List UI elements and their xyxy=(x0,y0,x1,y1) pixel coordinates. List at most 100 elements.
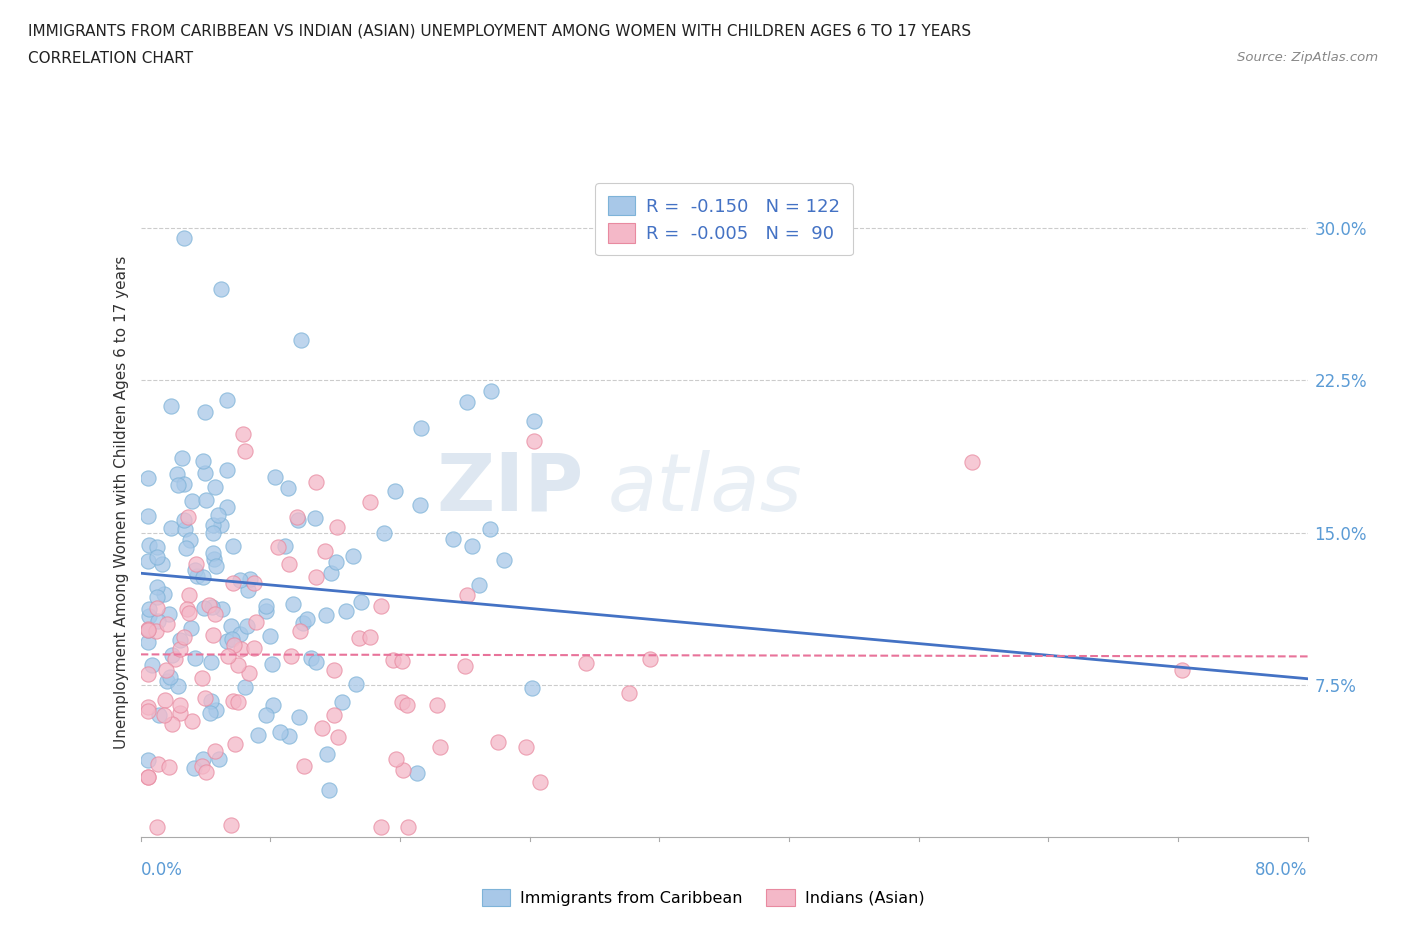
Point xyxy=(523,434,546,449)
Point xyxy=(247,728,270,743)
Point xyxy=(201,627,224,642)
Point xyxy=(285,510,308,525)
Point xyxy=(155,662,177,677)
Point xyxy=(136,634,159,649)
Point xyxy=(254,604,277,618)
Text: CORRELATION CHART: CORRELATION CHART xyxy=(28,51,193,66)
Point xyxy=(287,512,309,527)
Point xyxy=(173,522,195,537)
Point xyxy=(384,484,406,498)
Point xyxy=(305,570,328,585)
Point xyxy=(326,519,349,534)
Point xyxy=(146,539,169,554)
Point xyxy=(395,698,418,712)
Point xyxy=(200,693,222,708)
Point xyxy=(617,685,640,700)
Text: 0.0%: 0.0% xyxy=(141,860,183,879)
Point xyxy=(529,774,551,789)
Point xyxy=(136,509,159,524)
Point xyxy=(193,601,215,616)
Point xyxy=(322,708,344,723)
Point xyxy=(173,630,195,644)
Point xyxy=(146,590,169,604)
Y-axis label: Unemployment Among Women with Children Ages 6 to 17 years: Unemployment Among Women with Children A… xyxy=(114,256,129,749)
Point xyxy=(136,622,159,637)
Point xyxy=(468,578,491,592)
Point xyxy=(486,734,509,749)
Point xyxy=(145,550,167,565)
Point xyxy=(315,747,337,762)
Point xyxy=(183,651,205,666)
Text: IMMIGRANTS FROM CARIBBEAN VS INDIAN (ASIAN) UNEMPLOYMENT AMONG WOMEN WITH CHILDR: IMMIGRANTS FROM CARIBBEAN VS INDIAN (ASI… xyxy=(28,23,972,38)
Point xyxy=(138,602,160,617)
Point xyxy=(146,614,169,629)
Point xyxy=(198,598,221,613)
Point xyxy=(960,454,983,469)
Point xyxy=(165,651,187,666)
Point xyxy=(205,558,228,573)
Point xyxy=(184,562,207,577)
Point xyxy=(267,539,290,554)
Point xyxy=(523,414,546,429)
Point xyxy=(239,572,262,587)
Point xyxy=(342,549,364,564)
Point xyxy=(179,533,201,548)
Point xyxy=(215,463,238,478)
Point xyxy=(224,737,246,751)
Point xyxy=(406,765,429,780)
Point xyxy=(391,654,413,669)
Point xyxy=(157,760,180,775)
Point xyxy=(281,596,304,611)
Point xyxy=(173,513,195,528)
Point xyxy=(344,677,367,692)
Point xyxy=(260,657,283,671)
Point xyxy=(396,819,419,834)
Point xyxy=(173,476,195,491)
Point xyxy=(330,695,353,710)
Point xyxy=(226,658,249,672)
Point xyxy=(160,647,183,662)
Point xyxy=(167,478,190,493)
Point xyxy=(226,695,249,710)
Point xyxy=(385,751,408,766)
Point xyxy=(145,601,167,616)
Point xyxy=(202,526,225,541)
Point xyxy=(292,758,315,773)
Point xyxy=(157,606,180,621)
Point xyxy=(177,605,200,620)
Point xyxy=(169,706,191,721)
Point xyxy=(222,576,245,591)
Point xyxy=(325,554,347,569)
Point xyxy=(304,511,326,525)
Point xyxy=(169,698,191,712)
Point xyxy=(200,655,222,670)
Point xyxy=(194,405,217,419)
Point xyxy=(291,616,314,631)
Point xyxy=(235,444,257,458)
Point xyxy=(242,641,264,656)
Point xyxy=(277,557,299,572)
Point xyxy=(454,659,477,674)
Point xyxy=(186,568,208,583)
Point xyxy=(136,704,159,719)
Point xyxy=(236,583,259,598)
Text: 80.0%: 80.0% xyxy=(1256,860,1308,879)
Point xyxy=(202,552,225,567)
Point xyxy=(222,638,245,653)
Point xyxy=(409,421,432,436)
Point xyxy=(155,693,177,708)
Point xyxy=(492,552,515,567)
Point xyxy=(209,282,232,297)
Point xyxy=(232,427,254,442)
Point xyxy=(347,631,370,645)
Point xyxy=(319,565,342,580)
Point xyxy=(156,617,179,631)
Point xyxy=(350,594,373,609)
Point xyxy=(263,470,285,485)
Point xyxy=(229,573,252,588)
Point xyxy=(194,493,217,508)
Point xyxy=(173,231,195,246)
Point xyxy=(191,758,214,773)
Point xyxy=(194,764,217,779)
Point xyxy=(359,495,381,510)
